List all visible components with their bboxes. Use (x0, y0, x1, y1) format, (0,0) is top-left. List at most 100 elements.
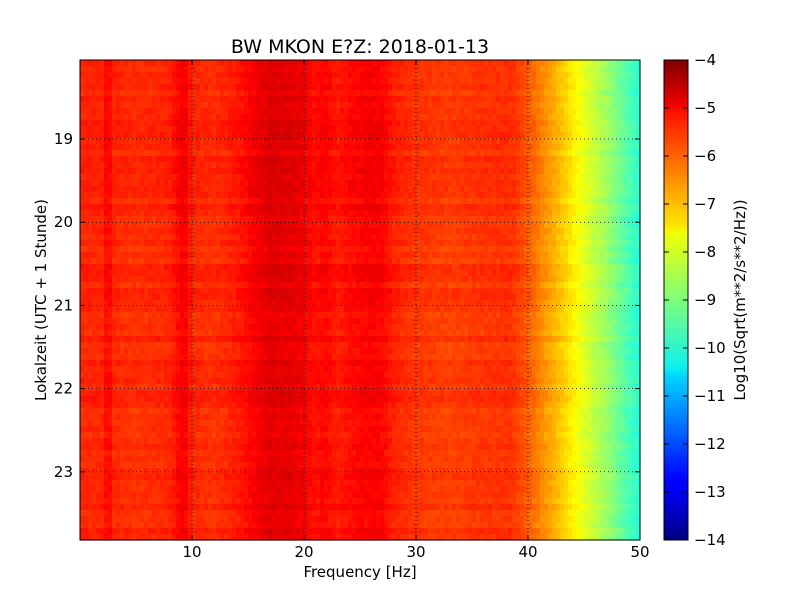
heatmap-cell (404, 210, 409, 217)
heatmap-cell (144, 78, 149, 85)
heatmap-cell (616, 150, 621, 157)
heatmap-cell (464, 234, 469, 241)
heatmap-cell (384, 144, 389, 151)
heatmap-cell (152, 222, 157, 229)
heatmap-cell (404, 216, 409, 223)
heatmap-cell (416, 150, 421, 157)
heatmap-cell (472, 120, 477, 127)
heatmap-cell (92, 114, 97, 121)
heatmap-cell (360, 108, 365, 115)
heatmap-cell (464, 108, 469, 115)
heatmap-cell (144, 186, 149, 193)
heatmap-cell (444, 246, 449, 253)
heatmap-cell (596, 114, 601, 121)
heatmap-cell (572, 234, 577, 241)
heatmap-cell (84, 108, 89, 115)
heatmap-cell (368, 102, 373, 109)
heatmap-cell (360, 246, 365, 253)
heatmap-cell (520, 150, 525, 157)
heatmap-cell (284, 210, 289, 217)
heatmap-cell (612, 222, 617, 229)
heatmap-cell (492, 168, 497, 175)
heatmap-cell (312, 216, 317, 223)
heatmap-cell (260, 240, 265, 247)
heatmap-cell (464, 156, 469, 163)
heatmap-cell (472, 132, 477, 139)
heatmap-cell (220, 66, 225, 73)
heatmap-cell (136, 186, 141, 193)
heatmap-cell (616, 174, 621, 181)
heatmap-cell (512, 252, 517, 259)
heatmap-cell (444, 216, 449, 223)
heatmap-cell (440, 204, 445, 211)
heatmap-cell (308, 96, 313, 103)
heatmap-cell (420, 264, 425, 271)
heatmap-cell (288, 222, 293, 229)
heatmap-cell (612, 252, 617, 259)
heatmap-cell (260, 234, 265, 241)
heatmap-cell (124, 114, 129, 121)
heatmap-cell (596, 246, 601, 253)
heatmap-cell (224, 186, 229, 193)
heatmap-cell (292, 270, 297, 277)
heatmap-cell (568, 132, 573, 139)
heatmap-cell (332, 222, 337, 229)
heatmap-cell (324, 96, 329, 103)
heatmap-cell (292, 150, 297, 157)
heatmap-cell (472, 174, 477, 181)
heatmap-cell (316, 162, 321, 169)
heatmap-cell (124, 78, 129, 85)
heatmap-cell (492, 84, 497, 91)
heatmap-cell (256, 120, 261, 127)
heatmap-cell (584, 246, 589, 253)
heatmap-cell (408, 174, 413, 181)
heatmap-cell (472, 234, 477, 241)
heatmap-cell (384, 120, 389, 127)
heatmap-cell (328, 156, 333, 163)
heatmap-cell (492, 90, 497, 97)
heatmap-cell (424, 186, 429, 193)
heatmap-cell (384, 108, 389, 115)
heatmap-cell (624, 78, 629, 85)
heatmap-cell (436, 66, 441, 73)
heatmap-cell (312, 252, 317, 259)
heatmap-cell (116, 60, 121, 67)
heatmap-cell (532, 150, 537, 157)
heatmap-cell (604, 144, 609, 151)
heatmap-cell (588, 114, 593, 121)
heatmap-cell (556, 102, 561, 109)
heatmap-cell (440, 246, 445, 253)
heatmap-cell (352, 210, 357, 217)
heatmap-cell (536, 108, 541, 115)
heatmap-cell (452, 96, 457, 103)
heatmap-cell (476, 120, 481, 127)
heatmap-cell (232, 126, 237, 133)
heatmap-cell (460, 102, 465, 109)
heatmap-cell (360, 270, 365, 277)
heatmap-cell (124, 132, 129, 139)
heatmap-cell (320, 144, 325, 151)
heatmap-cell (504, 216, 509, 223)
heatmap-cell (452, 204, 457, 211)
heatmap-cell (196, 96, 201, 103)
heatmap-cell (476, 264, 481, 271)
heatmap-cell (292, 156, 297, 163)
heatmap-cell (180, 192, 185, 199)
heatmap-cell (188, 144, 193, 151)
heatmap-cell (424, 108, 429, 115)
heatmap-cell (224, 210, 229, 217)
heatmap-cell (356, 270, 361, 277)
heatmap-cell (592, 96, 597, 103)
heatmap-cell (572, 180, 577, 187)
heatmap-cell (612, 192, 617, 199)
heatmap-cell (260, 150, 265, 157)
heatmap-cell (316, 246, 321, 253)
heatmap-cell (296, 270, 301, 277)
heatmap-cell (144, 162, 149, 169)
heatmap-cell (480, 102, 485, 109)
heatmap-cell (352, 78, 357, 85)
heatmap-cell (92, 60, 97, 67)
heatmap-cell (500, 60, 505, 67)
heatmap-cell (468, 120, 473, 127)
heatmap-cell (136, 210, 141, 217)
